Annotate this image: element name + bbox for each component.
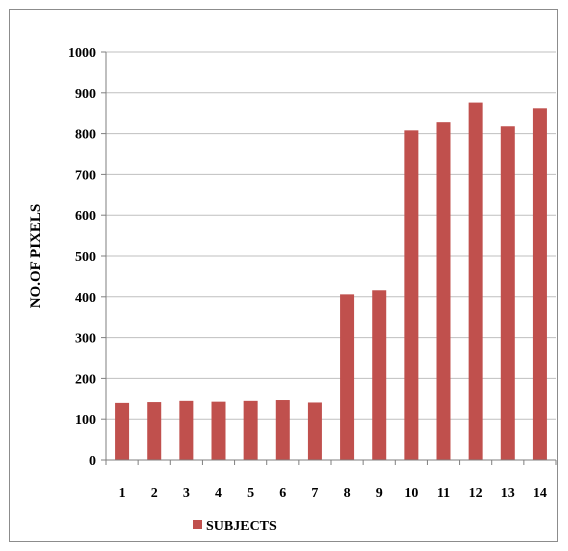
bar [147, 402, 162, 460]
bar [340, 294, 355, 460]
bar [500, 126, 515, 461]
x-tick-label: 7 [311, 486, 318, 501]
bar [532, 108, 547, 460]
bar [372, 290, 387, 460]
x-tick-label: 2 [151, 486, 158, 501]
y-tick-label: 800 [75, 128, 96, 143]
x-tick-label: 1 [119, 486, 126, 501]
legend: SUBJECTS [193, 519, 277, 534]
y-tick-label: 100 [75, 413, 96, 428]
y-tick-label: 300 [75, 332, 96, 347]
y-tick-label: 0 [89, 454, 96, 469]
bar [115, 402, 130, 460]
bar [179, 400, 194, 460]
x-tick-label: 4 [215, 486, 222, 501]
bar [404, 130, 419, 460]
x-tick-label: 11 [437, 486, 450, 501]
bars [115, 102, 547, 461]
bar [243, 400, 258, 460]
bar [468, 102, 483, 460]
bar [307, 402, 322, 460]
x-tick-label: 6 [279, 486, 286, 501]
y-tick-label: 200 [75, 372, 96, 387]
legend-label: SUBJECTS [206, 519, 277, 534]
x-tick-label: 13 [501, 486, 515, 501]
x-tick-label: 14 [533, 486, 547, 501]
legend-swatch [193, 520, 202, 529]
bar [275, 400, 290, 460]
axes [105, 52, 556, 461]
bar [211, 401, 226, 460]
gridlines [101, 51, 557, 465]
x-tick-label: 3 [183, 486, 190, 501]
y-tick-label: 700 [75, 168, 96, 183]
bar [436, 122, 451, 461]
y-tick-label: 1000 [68, 46, 96, 61]
y-tick-label: 500 [75, 250, 96, 265]
x-tick-label: 12 [469, 486, 483, 501]
x-tick-label: 10 [404, 486, 418, 501]
x-tick-labels: 1 2 3 4 5 6 7 8 9 10 11 12 13 14 [119, 486, 547, 501]
x-tick-label: 9 [376, 486, 383, 501]
y-tick-label: 900 [75, 87, 96, 102]
y-tick-labels: 0 100 200 300 400 500 600 700 800 900 1000 [68, 46, 96, 469]
x-tick-label: 8 [344, 486, 351, 501]
y-tick-label: 600 [75, 209, 96, 224]
y-axis-title: NO.OF PIXELS [28, 204, 44, 308]
y-tick-label: 400 [75, 291, 96, 306]
x-tick-label: 5 [247, 486, 254, 501]
